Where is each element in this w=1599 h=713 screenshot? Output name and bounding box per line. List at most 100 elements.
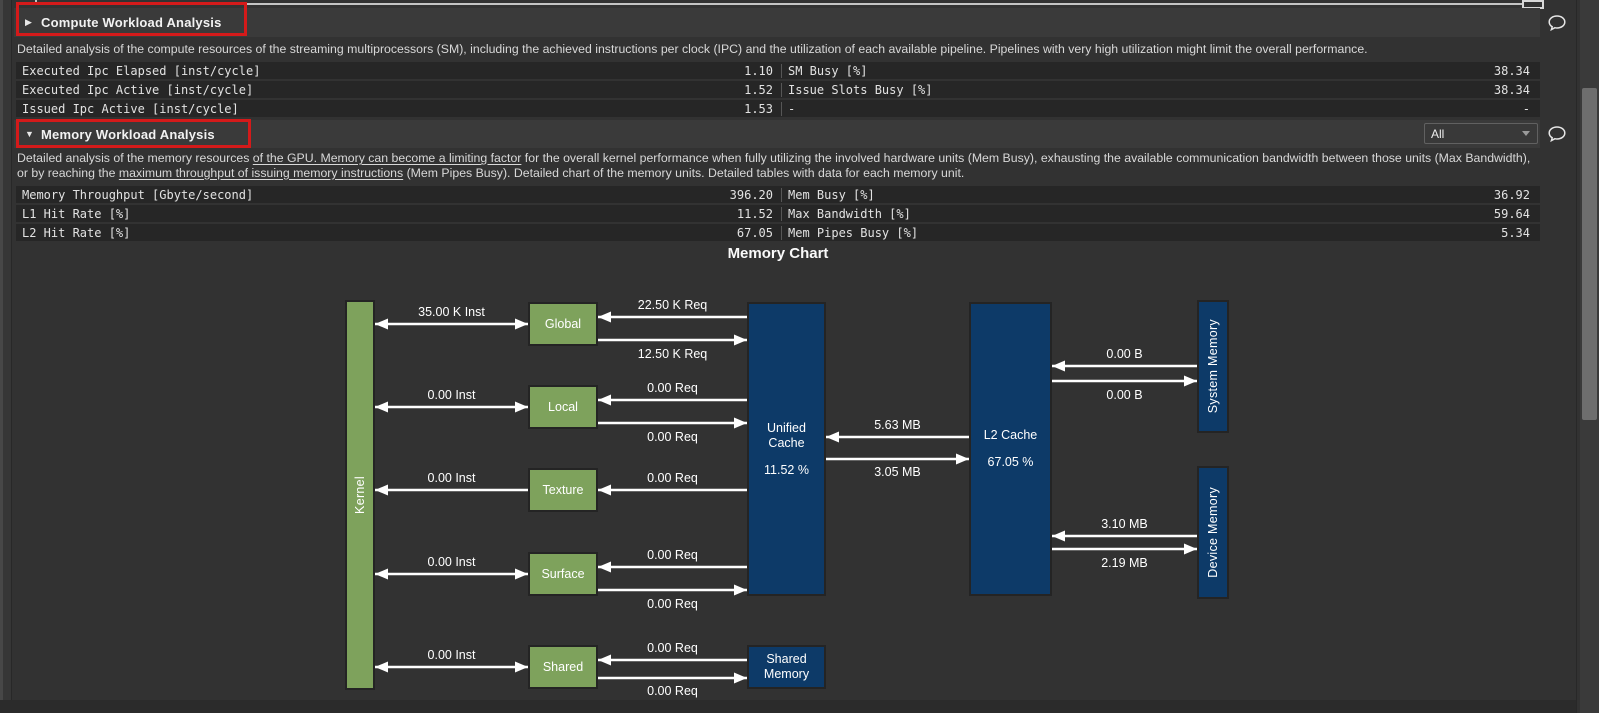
metric-value: - xyxy=(1522,101,1530,116)
section-title-compute: Compute Workload Analysis xyxy=(41,15,222,30)
flow-label-kernel-surface: 0.00 Inst xyxy=(427,555,476,569)
section-collapsed-icon: ▶ xyxy=(25,17,32,27)
table-row: Issued Ipc Active [inst/cycle] 1.53 - - xyxy=(16,100,1540,117)
node-local: Local xyxy=(528,385,598,429)
flow-label-unified-to-surface: 0.00 Req xyxy=(647,548,698,562)
metric-value: 67.05 xyxy=(736,225,773,240)
comments-button-memory[interactable] xyxy=(1546,124,1568,144)
left-gutter-line xyxy=(11,0,12,713)
metric-name: Memory Throughput [Gbyte/second] xyxy=(22,187,254,202)
flow-label-unified-to-local: 0.00 Req xyxy=(647,381,698,395)
node-kernel: Kernel xyxy=(345,300,375,690)
node-label: Memory xyxy=(763,667,810,681)
memory-chart-title: Memory Chart xyxy=(727,245,829,262)
node-label: Shared xyxy=(542,660,584,674)
node-label: L2 Cache xyxy=(983,428,1038,442)
metric-name: Executed Ipc Elapsed [inst/cycle] xyxy=(22,63,261,78)
flow-label-devmem-to-l2: 3.10 MB xyxy=(1101,517,1148,531)
section-title-memory: Memory Workload Analysis xyxy=(41,126,215,142)
flow-label-kernel-global: 35.00 K Inst xyxy=(418,305,485,319)
comments-button-compute[interactable] xyxy=(1546,13,1568,33)
node-shared: Shared xyxy=(528,645,598,689)
metric-name: L1 Hit Rate [%] xyxy=(22,206,131,221)
section-header-memory-workload[interactable]: ▼ Memory Workload Analysis xyxy=(14,120,1540,148)
flow-label-l2-to-devmem: 2.19 MB xyxy=(1101,556,1148,570)
comment-bubble-icon xyxy=(1548,126,1566,143)
metric-value: 36.92 xyxy=(1493,187,1530,202)
flow-label-l2-to-sysmem: 0.00 B xyxy=(1106,388,1143,402)
node-label: Local xyxy=(548,400,578,414)
flow-label-shared-to-sharedmem: 0.00 Req xyxy=(647,684,698,698)
metric-name: Issued Ipc Active [inst/cycle] xyxy=(22,101,239,116)
node-hit-rate: 11.52 % xyxy=(764,462,809,477)
metric-value: 59.64 xyxy=(1493,206,1530,221)
node-texture: Texture xyxy=(528,468,598,512)
panel-seam xyxy=(1576,0,1577,713)
flow-label-texture-kernel: 0.00 Inst xyxy=(427,471,476,485)
left-gutter-edge xyxy=(0,0,3,713)
table-row: L1 Hit Rate [%] 11.52 Max Bandwidth [%] … xyxy=(16,205,1540,222)
previous-section-bottom-line xyxy=(35,3,1523,5)
bottom-edge-strip xyxy=(0,700,1576,713)
flow-label-unified-to-global: 22.50 K Req xyxy=(637,298,708,312)
flow-label-unified-to-texture: 0.00 Req xyxy=(647,471,698,485)
metric-name: Issue Slots Busy [%] xyxy=(781,82,1443,97)
table-row: Memory Throughput [Gbyte/second] 396.20 … xyxy=(16,186,1540,203)
description-text: Detailed analysis of the memory resource… xyxy=(17,151,253,165)
node-system-memory: System Memory xyxy=(1197,300,1229,433)
node-surface: Surface xyxy=(528,552,598,596)
node-l2-cache: L2 Cache 67.05 % xyxy=(969,302,1052,596)
memory-description: Detailed analysis of the memory resource… xyxy=(17,151,1541,180)
flow-label-kernel-local: 0.00 Inst xyxy=(427,388,476,402)
node-label: Unified xyxy=(767,420,806,435)
node-label: System Memory xyxy=(1206,319,1220,414)
description-text: (Mem Pipes Busy). Detailed chart of the … xyxy=(403,165,965,180)
compute-description: Detailed analysis of the compute resourc… xyxy=(17,42,1368,56)
node-label: Cache xyxy=(768,435,805,450)
node-global: Global xyxy=(528,302,598,346)
memory-metrics-table: Memory Throughput [Gbyte/second] 396.20 … xyxy=(16,186,1540,243)
metric-name: Mem Busy [%] xyxy=(781,187,1443,202)
section-expanded-icon: ▼ xyxy=(25,129,34,139)
metric-value: 1.10 xyxy=(744,63,773,78)
node-label: Device Memory xyxy=(1206,487,1220,578)
metric-value: 11.52 xyxy=(736,206,773,221)
node-label: Surface xyxy=(541,567,585,581)
node-device-memory: Device Memory xyxy=(1197,466,1229,599)
metric-name: L2 Hit Rate [%] xyxy=(22,225,131,240)
flow-label-surface-to-unified: 0.00 Req xyxy=(647,597,698,611)
node-unified-cache: Unified Cache 11.52 % xyxy=(747,302,826,596)
flow-label-global-to-unified: 12.50 K Req xyxy=(637,347,708,361)
metric-name: Max Bandwidth [%] xyxy=(781,206,1443,221)
node-label: Global xyxy=(544,317,582,331)
vertical-scrollbar-thumb[interactable] xyxy=(1582,88,1597,420)
description-underlined-text: of the GPU. Memory can become a limiting… xyxy=(252,151,522,165)
memory-filter-dropdown[interactable]: All xyxy=(1424,123,1538,144)
metric-value: 1.53 xyxy=(744,101,773,116)
table-row: Executed Ipc Elapsed [inst/cycle] 1.10 S… xyxy=(16,62,1540,79)
dropdown-selected-value: All xyxy=(1431,126,1445,141)
left-gutter xyxy=(0,0,12,713)
node-label: Kernel xyxy=(353,476,367,514)
node-label: Shared xyxy=(766,652,807,666)
flow-label-sharedmem-to-shared: 0.00 Req xyxy=(647,641,698,655)
flow-label-l2-to-unified: 5.63 MB xyxy=(874,418,921,432)
node-shared-memory: Shared Memory xyxy=(747,645,826,689)
node-hit-rate: 67.05 % xyxy=(987,455,1034,469)
metric-name: Mem Pipes Busy [%] xyxy=(781,225,1443,240)
annotation-box-memory-title xyxy=(16,119,251,148)
metric-value: 5.34 xyxy=(1501,225,1530,240)
table-row: Executed Ipc Active [inst/cycle] 1.52 Is… xyxy=(16,81,1540,98)
section-header-compute-workload[interactable]: ▶ Compute Workload Analysis xyxy=(14,8,1540,37)
description-text: for the overall kernel performance when … xyxy=(17,151,1531,180)
annotation-box-compute-title xyxy=(16,2,247,36)
metric-value: 38.34 xyxy=(1493,82,1530,97)
table-row: L2 Hit Rate [%] 67.05 Mem Pipes Busy [%]… xyxy=(16,224,1540,241)
flow-label-local-to-unified: 0.00 Req xyxy=(647,430,698,444)
chevron-down-icon xyxy=(1522,131,1530,136)
metric-name: - xyxy=(781,101,1443,116)
metric-value: 396.20 xyxy=(729,187,773,202)
metric-value: 38.34 xyxy=(1493,63,1530,78)
node-label: Texture xyxy=(542,483,584,497)
